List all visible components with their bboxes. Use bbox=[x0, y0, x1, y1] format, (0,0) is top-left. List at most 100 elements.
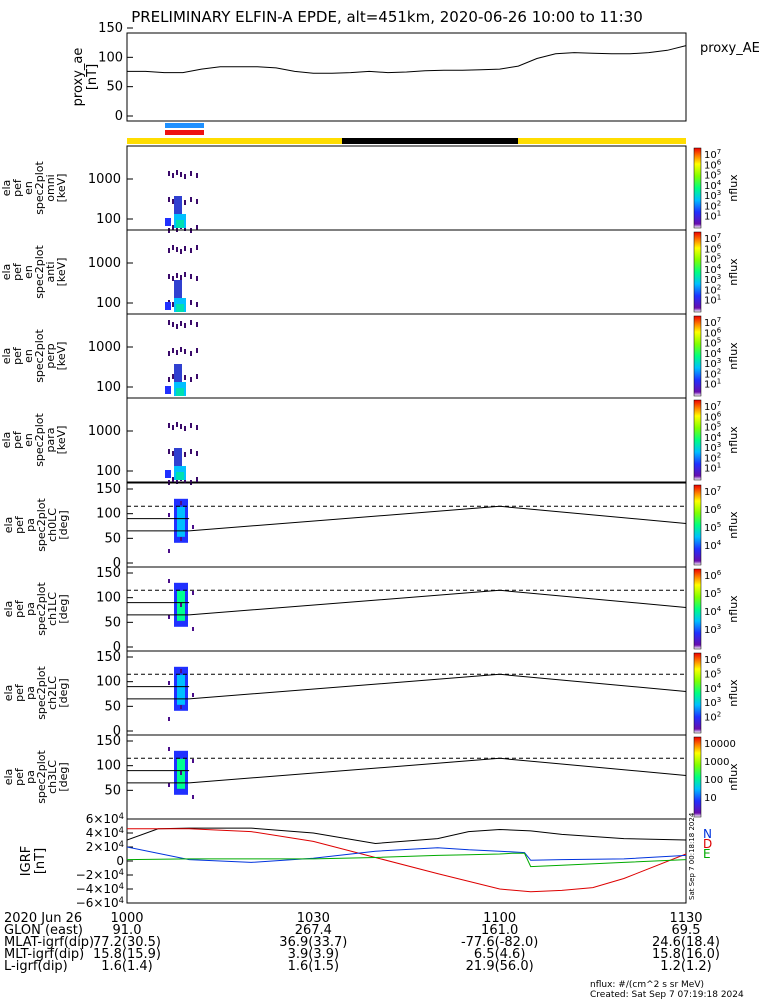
spectrogram-cell bbox=[176, 273, 178, 278]
colorbar-tick-label: 104 bbox=[704, 263, 722, 276]
ytick-label: −2×104 bbox=[76, 867, 124, 882]
spectrogram-cell bbox=[192, 627, 194, 631]
spectrogram-cell bbox=[168, 449, 170, 454]
x-row-label: GLON (east) bbox=[4, 923, 83, 938]
colorbar bbox=[693, 315, 702, 397]
colorbar bbox=[693, 399, 702, 481]
x-row-value: 1100 bbox=[483, 911, 516, 926]
spectrogram-cell bbox=[180, 537, 182, 541]
spectrogram-cell bbox=[190, 423, 192, 428]
ytick-label: 50 bbox=[104, 531, 121, 546]
ae-series-line bbox=[127, 45, 687, 74]
loss-cone-line bbox=[189, 673, 687, 700]
igrf-legend-E: E bbox=[703, 847, 711, 861]
ytick-label: −4×104 bbox=[76, 881, 124, 896]
ytick-label: 0 bbox=[113, 556, 121, 571]
spectrogram-cell bbox=[180, 771, 182, 775]
spectrogram-cell bbox=[172, 276, 174, 281]
ytick-label: 50 bbox=[104, 783, 121, 798]
ytick-label: 0 bbox=[113, 724, 121, 739]
colorbar-tick-label: 106 bbox=[704, 653, 722, 666]
loss-cone-line bbox=[189, 757, 687, 784]
spectrogram-cell bbox=[172, 322, 174, 327]
panel-frame bbox=[126, 734, 687, 820]
panel-frame bbox=[126, 566, 687, 652]
panel-ch3: 150 100 50 elapefpaspec2plotch3LC[deg] 10000… bbox=[2, 734, 740, 820]
spectrogram-cell bbox=[172, 348, 174, 353]
x-row-value: 6.5(4.6) bbox=[474, 947, 526, 962]
spectrogram-cell bbox=[184, 272, 186, 277]
colorbar-tick-label: 102 bbox=[704, 711, 721, 724]
spectrogram-cell bbox=[172, 451, 174, 456]
spectrogram-cell bbox=[168, 423, 170, 428]
colorbar-tick-label: 106 bbox=[704, 158, 722, 171]
colorbar-tick-label: 103 bbox=[704, 357, 721, 370]
colorbar-tick-label: 107 bbox=[704, 485, 721, 498]
colorbar-tick-label: 10000 bbox=[704, 739, 736, 750]
spectrogram-cell bbox=[172, 199, 174, 204]
spectrogram-cell bbox=[165, 386, 171, 394]
colorbar-label: nflux bbox=[727, 258, 740, 286]
spectrogram-cell bbox=[165, 470, 171, 478]
colorbar-tick-label: 105 bbox=[704, 521, 721, 534]
ytick-label: 50 bbox=[104, 615, 121, 630]
spectrogram-cell bbox=[180, 705, 182, 709]
panel-frame bbox=[126, 313, 687, 399]
colorbar-tick-label: 101 bbox=[704, 462, 721, 475]
ytick-label: 150 bbox=[96, 650, 121, 665]
panels: 150100500proxy_ae[nT]proxy_AE1000100elap… bbox=[0, 21, 760, 910]
colorbar-label: nflux bbox=[727, 174, 740, 202]
ae-frame bbox=[126, 32, 687, 122]
spectrogram-cell bbox=[172, 374, 174, 379]
colorbar-tick-label: 103 bbox=[704, 441, 721, 454]
colorbar-tick-label: 107 bbox=[704, 316, 721, 329]
panel-frame bbox=[126, 650, 687, 736]
spectrogram-cell bbox=[168, 171, 170, 176]
colorbar-tick-label: 106 bbox=[704, 410, 722, 423]
science-zone-indicator-blue bbox=[165, 123, 204, 128]
spectrogram-cell bbox=[168, 274, 170, 279]
spectrogram-cell bbox=[184, 323, 186, 328]
colorbar-tick-label: 106 bbox=[704, 569, 722, 582]
spectrogram-cell bbox=[180, 424, 182, 429]
panel-para: 1000100elapefenspec2plotpara[keV]1071061… bbox=[0, 397, 740, 485]
spectrogram-cell bbox=[196, 451, 198, 456]
x-row-label: L-igrf(dip) bbox=[4, 959, 68, 974]
colorbar-tick-label: 103 bbox=[704, 273, 721, 286]
sunlit-bar-1 bbox=[127, 138, 342, 144]
spectrogram-cell bbox=[172, 245, 174, 250]
spectrogram-cell bbox=[176, 247, 178, 252]
ytick-label: 2×104 bbox=[86, 839, 124, 854]
spectrogram-cell bbox=[192, 795, 194, 799]
spectrogram-cell bbox=[168, 747, 170, 751]
colorbar-tick-label: 104 bbox=[704, 539, 722, 552]
ytick-label: 1000 bbox=[88, 340, 121, 355]
spectrogram-cell bbox=[168, 351, 170, 356]
spectrogram-cell bbox=[180, 172, 182, 177]
spectrogram-cell bbox=[168, 377, 170, 382]
colorbar-tick-label: 106 bbox=[704, 326, 722, 339]
spectrogram-cell bbox=[190, 197, 192, 202]
x-row-value: 77.2(30.5) bbox=[93, 935, 161, 950]
spectrogram-cell bbox=[196, 245, 198, 250]
spectrogram-cell bbox=[168, 549, 170, 553]
spectrogram-cell bbox=[192, 759, 194, 763]
spectrogram-cell bbox=[196, 322, 198, 327]
colorbar-tick-label: 104 bbox=[704, 179, 722, 192]
ytick-label: 100 bbox=[96, 675, 121, 690]
spectrogram-cell bbox=[176, 350, 178, 355]
spectrogram-cell bbox=[168, 197, 170, 202]
x-row-value: 3.9(3.9) bbox=[288, 947, 340, 962]
panel-frame bbox=[126, 482, 687, 568]
x-row-label: MLAT-igrf(dip) bbox=[4, 935, 94, 950]
spectrogram-cell bbox=[192, 693, 194, 697]
colorbar-tick-label: 107 bbox=[704, 232, 721, 245]
ytick-label: 0 bbox=[116, 854, 124, 868]
x-row-value: 1030 bbox=[297, 911, 330, 926]
colorbar bbox=[693, 652, 702, 734]
colorbar-tick-label: 104 bbox=[704, 347, 722, 360]
panel-ylabel: elapefenspec2plotperp[keV] bbox=[0, 329, 68, 383]
igrf-series-D bbox=[127, 828, 687, 893]
footer-created: Created: Sat Sep 7 07:19:18 2024 bbox=[590, 990, 744, 1000]
